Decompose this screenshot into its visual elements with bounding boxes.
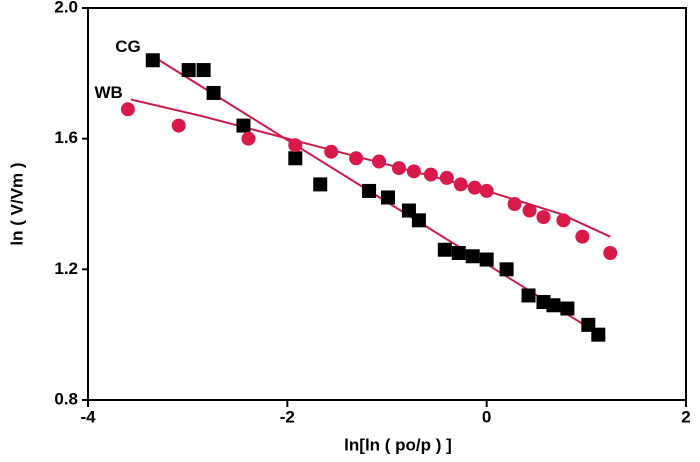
point bbox=[479, 183, 494, 198]
point bbox=[406, 164, 421, 179]
y-tick-label: 1.6 bbox=[54, 128, 78, 147]
point bbox=[241, 131, 256, 146]
point bbox=[362, 183, 377, 198]
y-axis-label: ln ( V/Vm ) bbox=[7, 162, 26, 245]
point bbox=[479, 252, 494, 267]
point bbox=[411, 213, 426, 228]
point bbox=[575, 229, 590, 244]
point bbox=[145, 53, 160, 68]
point bbox=[499, 262, 514, 277]
plot-frame bbox=[87, 7, 687, 401]
point bbox=[120, 102, 135, 117]
x-tick-label: -2 bbox=[280, 407, 295, 426]
point bbox=[556, 213, 571, 228]
point bbox=[206, 85, 221, 100]
point bbox=[522, 203, 537, 218]
point bbox=[313, 177, 328, 192]
point bbox=[437, 242, 452, 257]
point bbox=[465, 249, 480, 264]
point bbox=[372, 154, 387, 169]
series-label: WB bbox=[95, 83, 123, 102]
series-label: CG bbox=[115, 37, 141, 56]
x-tick-label: -4 bbox=[80, 407, 96, 426]
point bbox=[288, 138, 303, 153]
point bbox=[181, 63, 196, 78]
point bbox=[171, 118, 186, 133]
y-tick-label: 1.2 bbox=[54, 259, 78, 278]
point bbox=[236, 118, 251, 133]
point bbox=[507, 197, 522, 211]
point bbox=[546, 298, 561, 313]
point bbox=[349, 151, 364, 166]
point bbox=[439, 170, 454, 185]
y-tick-label: 0.8 bbox=[54, 389, 78, 408]
point bbox=[603, 246, 618, 260]
point bbox=[196, 63, 211, 78]
point bbox=[324, 144, 339, 159]
x-tick-label: 0 bbox=[482, 407, 491, 426]
point bbox=[391, 161, 406, 176]
point bbox=[380, 190, 395, 205]
point bbox=[451, 246, 466, 260]
point bbox=[423, 167, 438, 182]
point bbox=[591, 327, 606, 342]
x-axis-label: ln[ln ( po/p ) ] bbox=[344, 435, 452, 454]
x-tick-label: 2 bbox=[681, 407, 690, 426]
point bbox=[521, 288, 536, 303]
point bbox=[560, 301, 575, 316]
point bbox=[536, 210, 551, 225]
point bbox=[467, 180, 482, 195]
point bbox=[453, 177, 468, 192]
point bbox=[288, 151, 303, 166]
y-tick-label: 2.0 bbox=[54, 0, 78, 16]
